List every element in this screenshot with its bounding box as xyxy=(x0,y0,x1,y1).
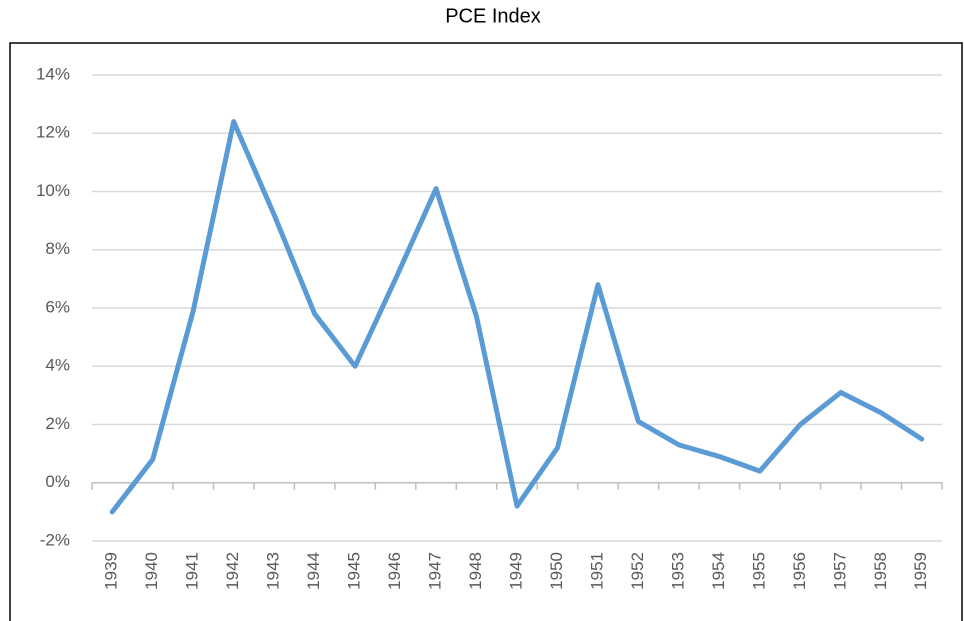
y-tick-label: 2% xyxy=(45,414,70,433)
x-tick-label: 1948 xyxy=(466,552,485,590)
x-tick-label: 1959 xyxy=(911,552,930,590)
x-tick-label: 1942 xyxy=(223,552,242,590)
x-tick-label: 1943 xyxy=(264,552,283,590)
x-tick-label: 1945 xyxy=(345,552,364,590)
y-tick-label: 4% xyxy=(45,356,70,375)
x-tick-label: 1955 xyxy=(749,552,768,590)
x-tick-label: 1956 xyxy=(790,552,809,590)
x-tick-label: 1941 xyxy=(183,552,202,590)
y-tick-label: 8% xyxy=(45,239,70,258)
x-tick-label: 1952 xyxy=(628,552,647,590)
x-tick-label: 1954 xyxy=(709,552,728,590)
x-tick-label: 1950 xyxy=(547,552,566,590)
x-tick-label: 1944 xyxy=(304,552,323,590)
x-tick-label: 1957 xyxy=(830,552,849,590)
y-tick-label: 14% xyxy=(36,64,70,83)
y-tick-label: 12% xyxy=(36,123,70,142)
y-tick-label: 6% xyxy=(45,297,70,316)
x-tick-label: 1947 xyxy=(426,552,445,590)
chart-frame xyxy=(9,42,963,621)
x-tick-label: 1953 xyxy=(668,552,687,590)
y-tick-label: 0% xyxy=(45,472,70,491)
chart-title: PCE Index xyxy=(445,5,541,27)
x-tick-label: 1940 xyxy=(142,552,161,590)
x-tick-label: 1958 xyxy=(871,552,890,590)
x-tick-label: 1949 xyxy=(506,552,525,590)
x-tick-label: 1951 xyxy=(587,552,606,590)
x-tick-label: 1939 xyxy=(102,552,121,590)
y-tick-label: -2% xyxy=(40,530,70,549)
y-tick-label: 10% xyxy=(36,181,70,200)
x-tick-label: 1946 xyxy=(385,552,404,590)
data-line xyxy=(109,119,925,515)
